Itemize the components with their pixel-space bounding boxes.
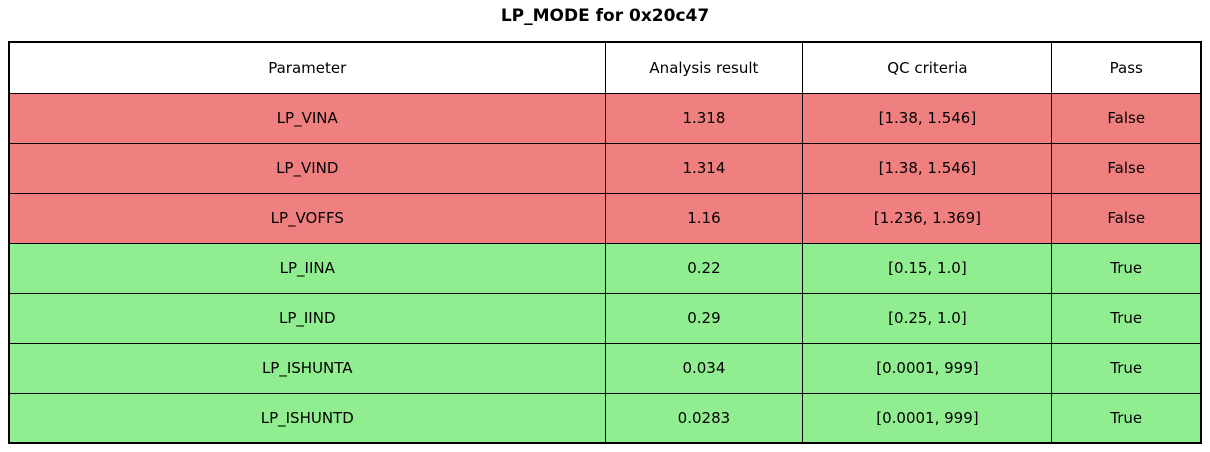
- table-row: LP_ISHUNTD 0.0283 [0.0001, 999] True: [8, 392, 1202, 444]
- column-header-qc-criteria: QC criteria: [802, 41, 1053, 94]
- cell-pass: True: [1051, 342, 1202, 394]
- cell-qc-criteria: [1.38, 1.546]: [802, 142, 1053, 194]
- cell-parameter: LP_IINA: [8, 242, 606, 294]
- cell-analysis-result: 0.0283: [604, 392, 804, 444]
- cell-pass: False: [1051, 92, 1202, 144]
- cell-analysis-result: 0.22: [604, 242, 804, 294]
- cell-qc-criteria: [0.0001, 999]: [802, 392, 1053, 444]
- cell-analysis-result: 0.034: [604, 342, 804, 394]
- table-row: LP_VIND 1.314 [1.38, 1.546] False: [8, 142, 1202, 194]
- cell-qc-criteria: [0.25, 1.0]: [802, 292, 1053, 344]
- cell-analysis-result: 1.314: [604, 142, 804, 194]
- header-row: Parameter Analysis result QC criteria Pa…: [8, 41, 1202, 94]
- cell-analysis-result: 1.318: [604, 92, 804, 144]
- cell-qc-criteria: [0.0001, 999]: [802, 342, 1053, 394]
- table-row: LP_IIND 0.29 [0.25, 1.0] True: [8, 292, 1202, 344]
- qc-results-table: Parameter Analysis result QC criteria Pa…: [8, 41, 1202, 444]
- table-row: LP_ISHUNTA 0.034 [0.0001, 999] True: [8, 342, 1202, 394]
- cell-analysis-result: 1.16: [604, 192, 804, 244]
- cell-qc-criteria: [1.236, 1.369]: [802, 192, 1053, 244]
- table-header: Parameter Analysis result QC criteria Pa…: [8, 41, 1202, 94]
- table-row: LP_VOFFS 1.16 [1.236, 1.369] False: [8, 192, 1202, 244]
- table-row: LP_IINA 0.22 [0.15, 1.0] True: [8, 242, 1202, 294]
- column-header-pass: Pass: [1051, 41, 1202, 94]
- column-header-analysis-result: Analysis result: [604, 41, 804, 94]
- cell-parameter: LP_VINA: [8, 92, 606, 144]
- cell-pass: True: [1051, 292, 1202, 344]
- column-header-parameter: Parameter: [8, 41, 606, 94]
- cell-analysis-result: 0.29: [604, 292, 804, 344]
- cell-qc-criteria: [1.38, 1.546]: [802, 92, 1053, 144]
- cell-parameter: LP_ISHUNTA: [8, 342, 606, 394]
- cell-qc-criteria: [0.15, 1.0]: [802, 242, 1053, 294]
- cell-pass: False: [1051, 192, 1202, 244]
- cell-parameter: LP_ISHUNTD: [8, 392, 606, 444]
- cell-pass: False: [1051, 142, 1202, 194]
- table-body: LP_VINA 1.318 [1.38, 1.546] False LP_VIN…: [8, 92, 1202, 444]
- figure-title: LP_MODE for 0x20c47: [500, 6, 710, 26]
- cell-parameter: LP_IIND: [8, 292, 606, 344]
- cell-parameter: LP_VOFFS: [8, 192, 606, 244]
- table-row: LP_VINA 1.318 [1.38, 1.546] False: [8, 92, 1202, 144]
- cell-parameter: LP_VIND: [8, 142, 606, 194]
- cell-pass: True: [1051, 242, 1202, 294]
- cell-pass: True: [1051, 392, 1202, 444]
